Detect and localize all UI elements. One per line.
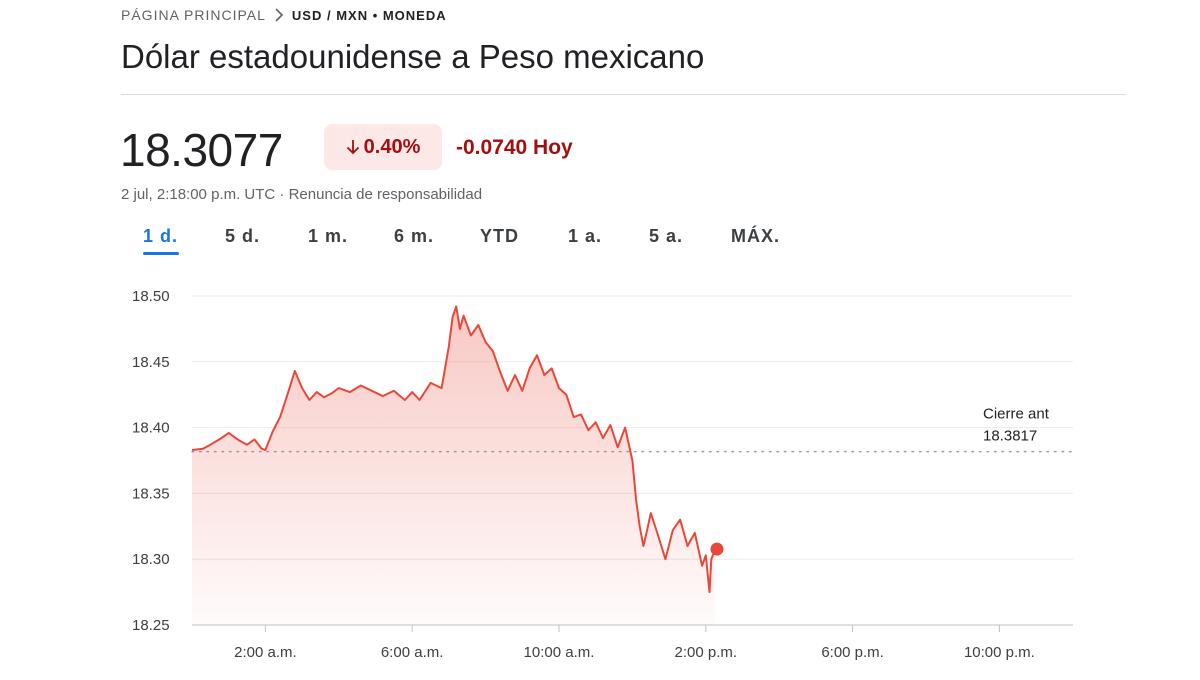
breadcrumb-current: USD / MXN • MONEDA [291,7,447,23]
arrow-down-icon [346,140,359,155]
y-tick-label: 18.40 [132,420,170,437]
quote-timestamp: 2 jul, 2:18:00 p.m. UTC [121,186,276,203]
tab-6m[interactable]: 6 m. [394,226,435,246]
breadcrumb-home-link[interactable]: PÁGINA PRINCIPAL [121,7,266,23]
y-tick-label: 18.25 [132,617,170,634]
header-divider [121,94,1126,95]
disclaimer-link[interactable]: Renuncia de responsabilidad [288,186,483,203]
x-tick-label: 6:00 p.m. [821,644,884,661]
y-tick-label: 18.50 [132,288,170,305]
x-tick-label: 10:00 p.m. [964,644,1035,661]
chevron-right-icon [274,8,284,22]
y-tick-label: 18.45 [132,354,170,371]
previous-close-label: Cierre ant [983,406,1050,423]
tab-max[interactable]: MÁX. [731,226,780,246]
change-absolute: -0.0740 Hoy [456,136,573,159]
x-tick-label: 2:00 a.m. [234,644,297,661]
y-tick-label: 18.30 [132,551,170,568]
x-tick-label: 2:00 p.m. [675,644,738,661]
tab-1y[interactable]: 1 a. [568,226,603,246]
separator-dot: · [279,186,289,203]
tab-5y[interactable]: 5 a. [649,226,684,246]
price-area [192,306,715,625]
x-tick-label: 10:00 a.m. [524,644,595,661]
active-tab-indicator [143,252,179,255]
previous-close-value: 18.3817 [983,428,1037,445]
tab-1d[interactable]: 1 d. [143,226,179,246]
change-percent-badge: 0.40% [324,124,442,170]
x-tick-label: 6:00 a.m. [381,644,444,661]
quote-timestamp-line: 2 jul, 2:18:00 p.m. UTC · Renuncia de re… [121,186,482,203]
y-tick-label: 18.35 [132,485,170,502]
last-price-marker [710,542,724,556]
tab-1m[interactable]: 1 m. [308,226,349,246]
tab-ytd[interactable]: YTD [480,226,519,246]
breadcrumb: PÁGINA PRINCIPAL USD / MXN • MONEDA [121,7,447,23]
price-line [191,305,716,594]
current-price: 18.3077 [120,124,283,176]
tab-5d[interactable]: 5 d. [225,226,261,246]
change-percent-value: 0.40% [363,135,421,158]
page-title: Dólar estadounidense a Peso mexicano [121,38,705,75]
